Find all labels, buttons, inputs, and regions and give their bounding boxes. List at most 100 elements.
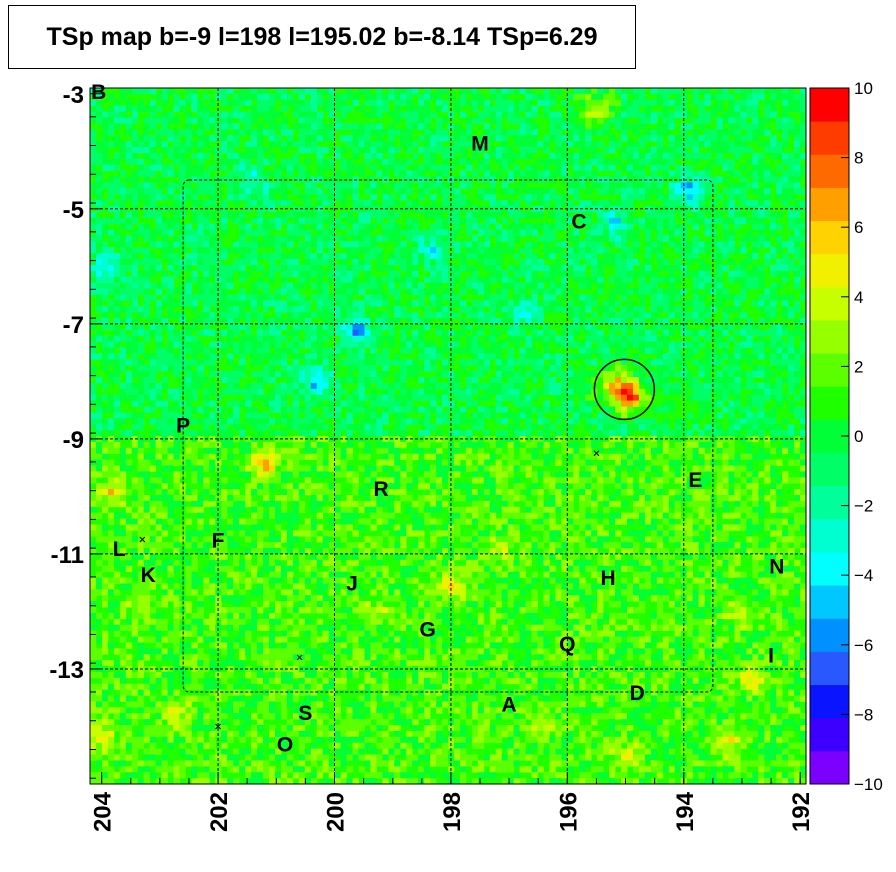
heatmap-cell	[245, 170, 252, 177]
heatmap-cell	[382, 347, 389, 354]
heatmap-cell	[364, 235, 371, 242]
heatmap-cell	[304, 483, 312, 490]
heatmap-cell	[239, 312, 246, 319]
heatmap-cell	[358, 300, 365, 307]
heatmap-cell	[280, 117, 288, 124]
heatmap-cell	[424, 229, 431, 236]
heatmap-cell	[352, 141, 359, 148]
heatmap-cell	[209, 453, 216, 460]
heatmap-cell	[203, 489, 210, 496]
heatmap-cell	[209, 636, 216, 643]
heatmap-cell	[203, 300, 210, 307]
heatmap-cell	[364, 341, 371, 348]
heatmap-cell	[191, 778, 198, 785]
heatmap-cell	[346, 465, 353, 472]
heatmap-cell	[364, 241, 371, 248]
heatmap-cell	[131, 194, 139, 201]
heatmap-cell	[119, 754, 127, 761]
heatmap-cell	[245, 630, 252, 637]
heatmap-cell	[269, 595, 276, 602]
heatmap-cell	[203, 223, 210, 230]
heatmap-cell	[334, 725, 341, 732]
heatmap-cell	[239, 518, 246, 525]
heatmap-cell	[251, 742, 258, 750]
heatmap-cell	[316, 164, 324, 171]
heatmap-cell	[370, 247, 377, 254]
heatmap-cell	[203, 117, 210, 124]
heatmap-cell	[304, 217, 312, 225]
heatmap-cell	[149, 430, 157, 437]
heatmap-cell	[376, 612, 383, 620]
heatmap-cell	[107, 93, 115, 101]
heatmap-cell	[167, 88, 174, 95]
heatmap-cell	[257, 88, 264, 95]
heatmap-cell	[280, 182, 288, 189]
heatmap-cell	[304, 270, 312, 278]
heatmap-cell	[340, 778, 347, 785]
heatmap-cell	[95, 253, 103, 260]
heatmap-cell	[167, 288, 174, 295]
heatmap-cell	[167, 217, 174, 225]
heatmap-cell	[328, 406, 336, 413]
heatmap-cell	[328, 695, 336, 702]
heatmap-cell	[328, 359, 336, 366]
heatmap-cell	[430, 253, 437, 260]
heatmap-cell	[197, 512, 204, 519]
heatmap-cell	[394, 288, 401, 295]
heatmap-cell	[412, 105, 419, 112]
heatmap-cell	[95, 158, 103, 166]
heatmap-cell	[161, 689, 168, 696]
heatmap-cell	[406, 388, 413, 396]
heatmap-cell	[394, 725, 401, 732]
heatmap-cell	[257, 536, 264, 543]
heatmap-cell	[215, 93, 222, 101]
heatmap-cell	[388, 229, 395, 236]
heatmap-cell	[101, 123, 109, 130]
heatmap-cell	[274, 123, 282, 130]
heatmap-cell	[197, 577, 204, 584]
heatmap-cell	[191, 300, 198, 307]
heatmap-cell	[418, 542, 425, 549]
heatmap-cell	[310, 778, 318, 785]
heatmap-cell	[430, 235, 437, 242]
heatmap-cell	[334, 736, 341, 744]
heatmap-cell	[280, 624, 288, 632]
heatmap-cell	[125, 347, 133, 354]
heatmap-cell	[376, 577, 383, 584]
heatmap-cell	[424, 123, 431, 130]
heatmap-cell	[251, 229, 258, 236]
heatmap-cell	[424, 412, 431, 419]
heatmap-cell	[209, 400, 216, 407]
heatmap-cell	[364, 518, 371, 525]
heatmap-cell	[173, 719, 180, 726]
heatmap-cell	[119, 683, 127, 691]
heatmap-cell	[298, 624, 306, 632]
heatmap-cell	[418, 394, 425, 402]
heatmap-cell	[155, 559, 162, 567]
heatmap-cell	[406, 282, 413, 289]
heatmap-cell	[418, 483, 425, 490]
heatmap-cell	[191, 477, 198, 484]
heatmap-cell	[340, 300, 347, 307]
heatmap-cell	[292, 536, 300, 543]
heatmap-cell	[131, 778, 139, 785]
heatmap-cell	[346, 518, 353, 525]
heatmap-cell	[274, 565, 282, 573]
heatmap-cell	[161, 141, 168, 148]
heatmap-cell	[298, 766, 306, 773]
heatmap-cell	[436, 382, 443, 390]
heatmap-cell	[316, 377, 324, 384]
heatmap-cell	[197, 329, 204, 337]
heatmap-cell	[95, 660, 103, 667]
heatmap-cell	[430, 559, 437, 567]
heatmap-cell	[376, 489, 383, 496]
heatmap-cell	[203, 253, 210, 260]
heatmap-cell	[328, 371, 336, 378]
heatmap-cell	[304, 671, 312, 679]
heatmap-cell	[412, 88, 419, 95]
heatmap-cell	[298, 194, 306, 201]
heatmap-cell	[418, 530, 425, 537]
heatmap-cell	[209, 259, 216, 266]
heatmap-cell	[388, 88, 395, 95]
heatmap-cell	[203, 141, 210, 148]
